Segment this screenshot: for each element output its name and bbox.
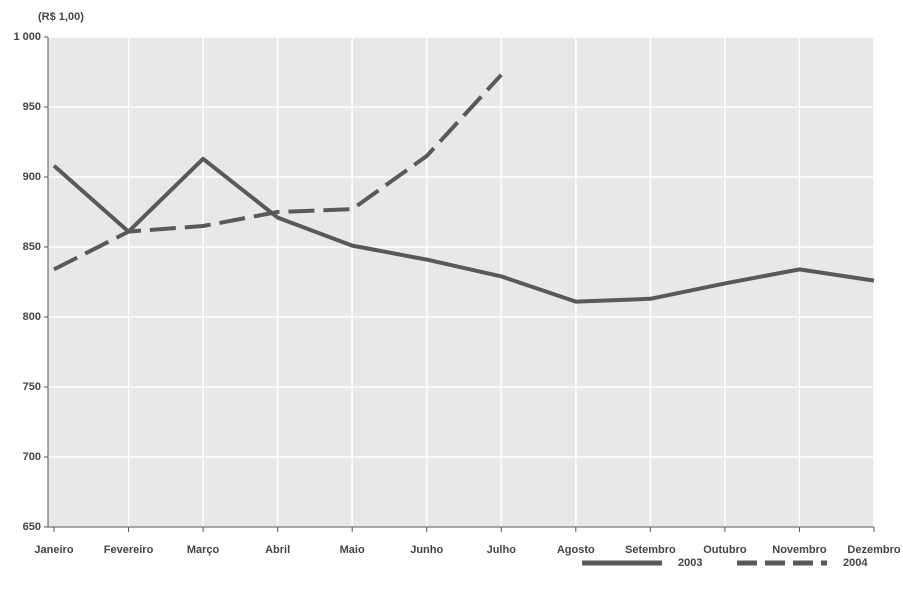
y-tick-label: 700: [23, 451, 41, 463]
x-tick-label: Fevereiro: [104, 544, 154, 556]
x-tick-label: Julho: [487, 544, 517, 556]
y-tick-label: 850: [23, 241, 41, 253]
series-line: [53, 73, 503, 272]
x-tick-label: Setembro: [625, 544, 676, 556]
x-tick-label: Março: [187, 544, 220, 556]
legend-label: 2003: [678, 557, 702, 569]
y-axis-unit: (R$ 1,00): [38, 11, 84, 23]
y-tick-label: 900: [23, 171, 41, 183]
x-tick-label: Abril: [265, 544, 290, 556]
y-tick-label: 950: [23, 101, 41, 113]
x-tick-label: Agosto: [557, 544, 595, 556]
series-line: [52, 156, 875, 304]
x-tick-label: Outubro: [703, 544, 747, 556]
x-tick-label: Novembro: [772, 544, 827, 556]
x-tick-label: Junho: [410, 544, 443, 556]
y-tick-label: 1 000: [13, 31, 41, 43]
y-tick-label: 650: [23, 521, 41, 533]
legend-label: 2004: [843, 557, 868, 569]
x-tick-label: Maio: [340, 544, 365, 556]
x-tick-label: Dezembro: [847, 544, 900, 556]
y-tick-label: 750: [23, 381, 41, 393]
plot-background: [48, 37, 874, 527]
y-tick-label: 800: [23, 311, 41, 323]
x-tick-label: Janeiro: [34, 544, 73, 556]
